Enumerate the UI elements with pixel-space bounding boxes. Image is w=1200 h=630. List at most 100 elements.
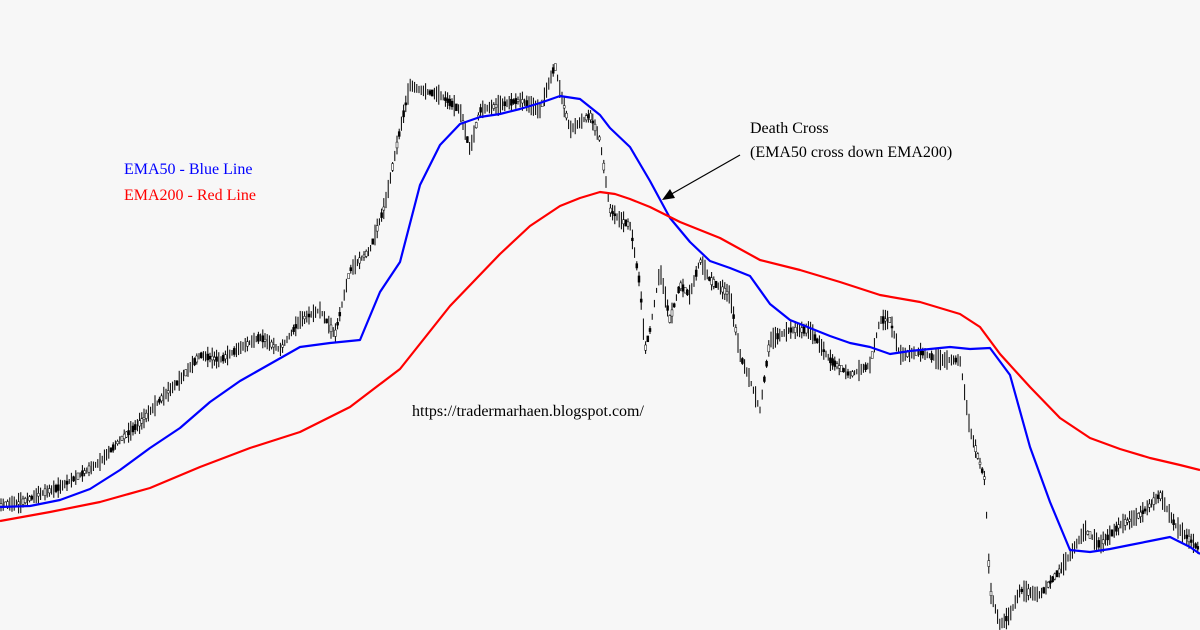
price-candle-body bbox=[503, 101, 507, 107]
price-candle-body bbox=[976, 453, 980, 459]
price-candle-body bbox=[494, 104, 498, 108]
price-candle-body bbox=[122, 433, 126, 439]
price-candle-body bbox=[710, 277, 713, 285]
price-candle-body bbox=[65, 480, 69, 485]
price-candle-body bbox=[199, 352, 203, 358]
price-candle-body bbox=[635, 263, 639, 269]
price-candle-body bbox=[1057, 568, 1061, 574]
death-cross-annotation-title: Death Cross bbox=[750, 120, 829, 137]
price-candle-body bbox=[510, 98, 513, 106]
price-candle-body bbox=[246, 341, 249, 347]
price-candle-body bbox=[829, 357, 832, 364]
price-candle-body bbox=[37, 493, 40, 497]
price-candle-body bbox=[666, 305, 669, 311]
price-candle-body bbox=[987, 560, 991, 567]
price-candle-body bbox=[646, 335, 650, 343]
price-candle-body bbox=[140, 418, 144, 424]
price-candle-body bbox=[474, 122, 478, 129]
price-candle-body bbox=[1185, 534, 1189, 539]
price-candle-body bbox=[516, 99, 520, 102]
price-candle-body bbox=[723, 288, 727, 295]
price-candle-body bbox=[0, 503, 3, 507]
price-candle-body bbox=[450, 100, 454, 108]
price-candle-body bbox=[56, 484, 60, 491]
price-candle-body bbox=[261, 335, 265, 343]
price-candle-body bbox=[983, 476, 986, 480]
price-candle-body bbox=[281, 344, 284, 348]
price-candle-body bbox=[802, 326, 806, 334]
price-candle-body bbox=[325, 318, 328, 324]
price-candle-body bbox=[1086, 530, 1090, 535]
price-candle-body bbox=[712, 279, 716, 287]
price-candle-body bbox=[1117, 524, 1120, 529]
price-candle-body bbox=[1106, 534, 1109, 541]
price-candle-body bbox=[375, 225, 379, 232]
price-candle-body bbox=[622, 219, 625, 225]
price-candle-body bbox=[815, 338, 819, 343]
price-candle-body bbox=[83, 470, 86, 474]
price-candle-body bbox=[686, 289, 689, 296]
price-candle-body bbox=[294, 324, 298, 329]
price-candle-body bbox=[334, 329, 337, 337]
price-candle-body bbox=[1148, 503, 1151, 508]
price-candle-body bbox=[1156, 494, 1160, 499]
price-candle-body bbox=[851, 371, 854, 377]
price-candle-body bbox=[215, 356, 218, 362]
price-candle-body bbox=[648, 328, 652, 332]
price-candle-body bbox=[1055, 570, 1059, 578]
price-candle-body bbox=[391, 163, 394, 171]
price-candle-body bbox=[668, 315, 672, 323]
price-candle-body bbox=[338, 312, 342, 317]
price-candle-body bbox=[725, 291, 729, 295]
price-candle-body bbox=[446, 98, 449, 103]
price-candle-body bbox=[54, 485, 58, 492]
price-candle-body bbox=[221, 354, 225, 362]
price-candle-body bbox=[565, 112, 568, 119]
price-candle-body bbox=[166, 390, 170, 394]
price-candle-body bbox=[28, 496, 31, 501]
price-candle-body bbox=[160, 395, 163, 402]
price-candle-body bbox=[708, 276, 711, 281]
price-candle-body bbox=[125, 431, 128, 438]
price-candle-body bbox=[1042, 587, 1046, 594]
price-candle-body bbox=[521, 99, 524, 104]
price-candle-body bbox=[602, 162, 606, 171]
price-candle-body bbox=[158, 398, 161, 403]
price-candle-body bbox=[954, 357, 958, 363]
price-candle-body bbox=[48, 488, 51, 494]
ema-lines bbox=[0, 94, 1200, 555]
price-candle-body bbox=[921, 350, 925, 356]
price-candle-body bbox=[1194, 543, 1197, 548]
price-candle-body bbox=[195, 355, 199, 363]
price-candle-body bbox=[670, 309, 674, 317]
price-candle-body bbox=[591, 120, 595, 124]
price-candle-body bbox=[347, 273, 350, 279]
watermark-url: https://tradermarhaen.blogspot.com/ bbox=[412, 403, 645, 420]
price-candle-body bbox=[87, 465, 91, 473]
price-candle-body bbox=[444, 97, 447, 101]
price-candle-body bbox=[609, 207, 612, 213]
price-candle-body bbox=[514, 98, 518, 105]
price-candle-body bbox=[120, 435, 124, 441]
price-candle-body bbox=[833, 360, 837, 367]
price-candle-body bbox=[677, 286, 680, 294]
price-candle-body bbox=[362, 254, 366, 258]
price-candle-body bbox=[109, 447, 113, 453]
price-candle-body bbox=[683, 287, 687, 294]
price-candle-body bbox=[611, 211, 614, 215]
price-candle-body bbox=[789, 327, 793, 333]
price-candle-body bbox=[448, 98, 452, 106]
price-candle-body bbox=[980, 468, 984, 473]
price-candle-body bbox=[270, 341, 273, 348]
price-candle-body bbox=[699, 259, 702, 263]
price-candle-body bbox=[1051, 576, 1054, 583]
price-candle-body bbox=[1152, 497, 1156, 505]
price-candle-body bbox=[1141, 510, 1145, 515]
price-candle-body bbox=[371, 238, 375, 245]
price-candle-body bbox=[382, 206, 386, 211]
price-candle-body bbox=[397, 131, 401, 137]
price-candle-body bbox=[681, 284, 685, 292]
price-candles bbox=[0, 63, 1200, 630]
price-candle-body bbox=[840, 365, 843, 373]
